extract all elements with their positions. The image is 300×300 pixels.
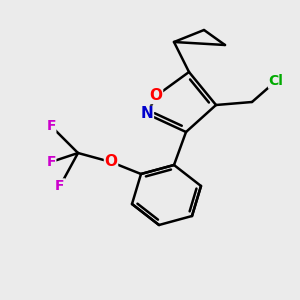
Text: F: F bbox=[46, 119, 56, 133]
Text: F: F bbox=[46, 155, 56, 169]
Text: O: O bbox=[104, 154, 118, 169]
Text: Cl: Cl bbox=[268, 74, 284, 88]
Text: F: F bbox=[55, 179, 65, 193]
Text: N: N bbox=[141, 106, 153, 122]
Text: O: O bbox=[149, 88, 163, 104]
